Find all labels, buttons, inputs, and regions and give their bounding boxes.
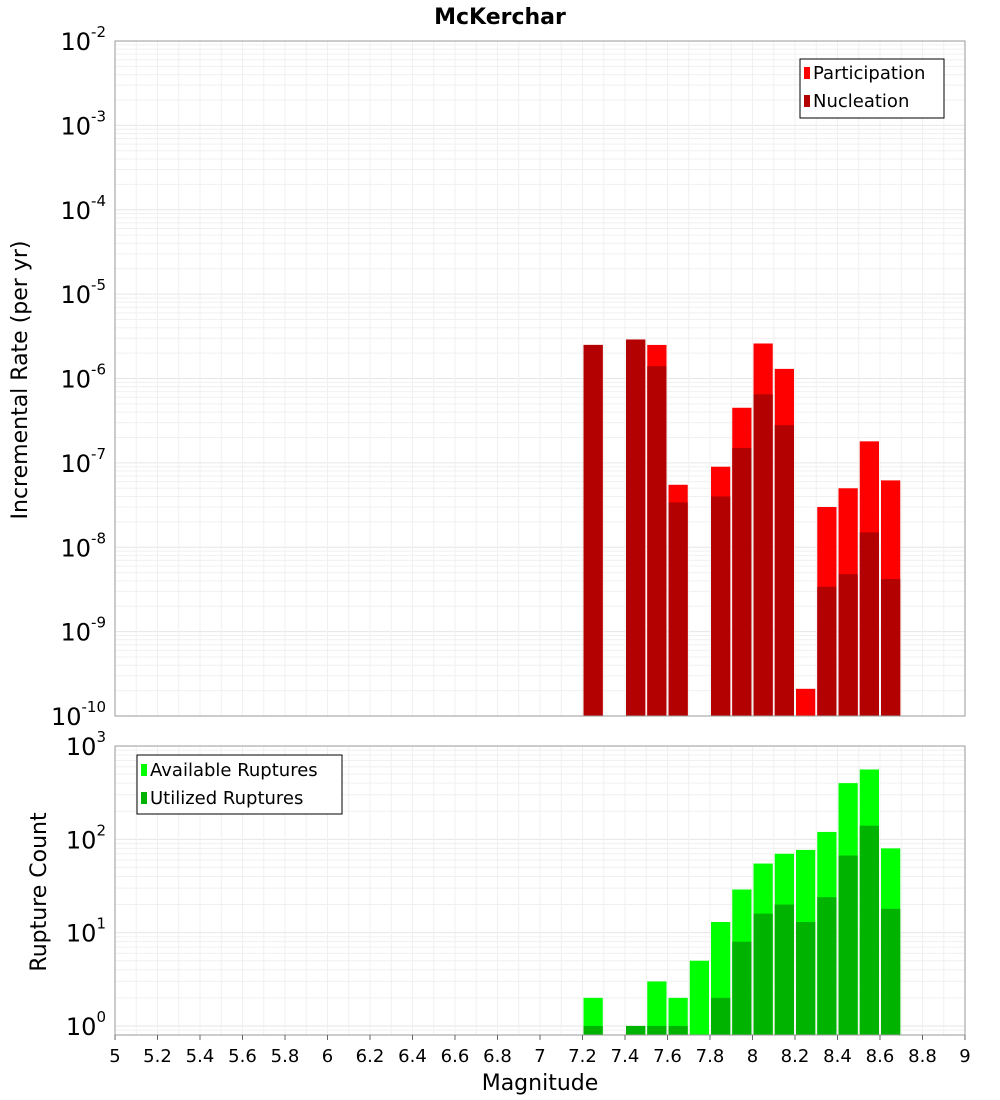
rate-bar-nucleation <box>583 344 603 716</box>
count-y-tick-label: 100 <box>66 1008 106 1041</box>
count-bar-available-ruptures <box>689 960 709 1035</box>
count-bar-utilized-ruptures <box>838 855 858 1035</box>
x-tick-label: 5 <box>109 1046 120 1067</box>
legend-nucleation-label: Nucleation <box>813 91 909 112</box>
x-tick-label: 8.8 <box>908 1046 937 1067</box>
x-tick-label: 8 <box>747 1046 758 1067</box>
x-tick-label: 6.8 <box>483 1046 512 1067</box>
x-tick-label: 6 <box>322 1046 333 1067</box>
legend-top: Participation Nucleation <box>799 58 945 119</box>
x-tick-label: 5.6 <box>228 1046 257 1067</box>
rate-bar-nucleation <box>647 366 667 716</box>
rate-bar-nucleation <box>668 502 688 716</box>
count-bar-utilized-ruptures <box>817 897 837 1035</box>
magnitude-axis: 5 5.2 5.4 5.6 5.8 6 6.2 6.4 6.6 6.8 7 7.2 7.4 7.6 7.8 8… <box>109 1035 971 1067</box>
x-tick-label: 7.8 <box>696 1046 725 1067</box>
rate-bar-nucleation <box>881 579 901 716</box>
count-bar-utilized-ruptures <box>796 922 816 1035</box>
legend-participation-label: Participation <box>813 63 925 84</box>
count-bar-utilized-ruptures <box>711 997 731 1035</box>
rate-bar-nucleation <box>711 496 731 716</box>
count-bar-utilized-ruptures <box>881 908 901 1035</box>
x-tick-label: 7 <box>534 1046 545 1067</box>
x-tick-label: 5.2 <box>143 1046 172 1067</box>
rate-y-tick-label: 10-3 <box>60 107 106 140</box>
rate-y-tick-label: 10-6 <box>60 361 106 394</box>
x-tick-label: 7.2 <box>568 1046 597 1067</box>
count-bar-available-ruptures <box>583 997 603 1035</box>
rate-y-tick-label: 10-10 <box>51 698 106 731</box>
x-tick-label: 8.6 <box>866 1046 895 1067</box>
count-bar-utilized-ruptures <box>753 913 773 1035</box>
rate-bar-nucleation <box>838 574 858 716</box>
chart-title: McKerchar <box>434 5 566 30</box>
legend-available-label: Available Ruptures <box>150 760 318 781</box>
rate-bar-nucleation <box>774 425 794 716</box>
count-bar-utilized-ruptures <box>626 1025 646 1035</box>
count-bar-utilized-ruptures <box>859 825 879 1035</box>
x-tick-label: 6.4 <box>398 1046 427 1067</box>
rate-y-tick-label: 10-8 <box>60 529 106 562</box>
rate-bar-nucleation <box>817 586 837 716</box>
x-tick-label: 7.6 <box>653 1046 682 1067</box>
x-tick-label: 5.4 <box>186 1046 215 1067</box>
count-bar-utilized-ruptures <box>668 1025 688 1035</box>
legend-nucleation-swatch <box>804 95 810 107</box>
legend-top-box <box>799 58 945 119</box>
x-tick-label: 8.4 <box>823 1046 852 1067</box>
x-tick-label: 6.6 <box>441 1046 470 1067</box>
count-bar-utilized-ruptures <box>774 904 794 1035</box>
legend-utilized-label: Utilized Ruptures <box>150 788 303 809</box>
count-y-tick-label: 102 <box>66 821 106 854</box>
legend-participation-swatch <box>804 67 810 79</box>
rate-y-tick-label: 10-7 <box>60 445 106 478</box>
rate-bar-participation <box>796 688 816 716</box>
count-bar-utilized-ruptures <box>732 941 752 1035</box>
x-tick-label: 7.4 <box>611 1046 640 1067</box>
legend-bottom: Available Ruptures Utilized Ruptures <box>136 754 343 815</box>
count-bar-available-ruptures <box>668 997 688 1035</box>
rate-bar-nucleation <box>859 532 879 716</box>
rate-y-tick-label: 10-5 <box>60 276 106 309</box>
x-axis-label: Magnitude <box>482 1071 599 1096</box>
rate-y-tick-label: 10-4 <box>60 192 106 225</box>
x-tick-label: 9 <box>959 1046 970 1067</box>
rate-y-tick-label: 10-2 <box>60 23 106 56</box>
count-bar-available-ruptures <box>647 981 667 1035</box>
x-tick-label: 8.2 <box>781 1046 810 1067</box>
rate-bar-nucleation <box>753 394 773 716</box>
rate-y-tick-label: 10-9 <box>60 614 106 647</box>
rate-plot-frame <box>114 40 966 717</box>
rate-bar-nucleation <box>626 339 646 716</box>
rupture-count-plot: 103 102 101 100 <box>66 728 966 1041</box>
incremental-rate-plot: 10-2 10-3 10-4 10-5 10-6 10-7 10-8 10-9 10-10 <box>51 23 966 731</box>
legend-available-swatch <box>141 764 147 776</box>
count-y-tick-label: 103 <box>66 728 106 761</box>
x-tick-label: 5.8 <box>271 1046 300 1067</box>
rate-bar-nucleation <box>732 448 752 716</box>
y-axis-label-rate: Incremental Rate (per yr) <box>8 241 33 520</box>
legend-utilized-swatch <box>141 792 147 804</box>
count-bar-utilized-ruptures <box>647 1025 667 1035</box>
x-tick-label: 6.2 <box>356 1046 385 1067</box>
count-y-tick-label: 101 <box>66 915 106 948</box>
count-bar-utilized-ruptures <box>583 1025 603 1035</box>
legend-bottom-box <box>136 754 343 815</box>
y-axis-label-count: Rupture Count <box>27 812 52 972</box>
